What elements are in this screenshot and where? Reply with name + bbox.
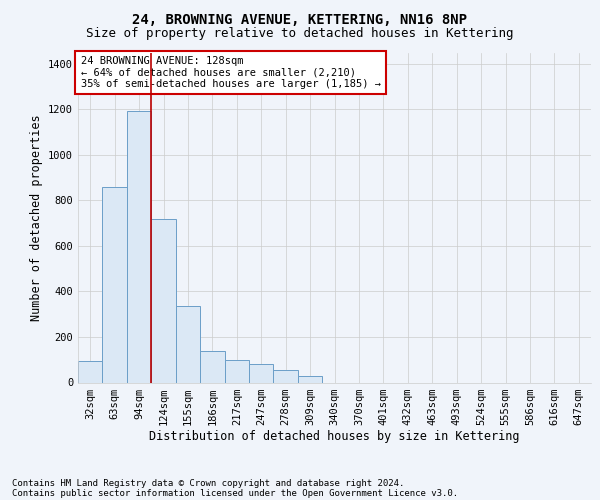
Bar — [274, 370, 298, 382]
Text: 24 BROWNING AVENUE: 128sqm
← 64% of detached houses are smaller (2,210)
35% of s: 24 BROWNING AVENUE: 128sqm ← 64% of deta… — [80, 56, 380, 89]
Bar — [176, 306, 200, 382]
Bar — [78, 361, 103, 382]
Text: Size of property relative to detached houses in Kettering: Size of property relative to detached ho… — [86, 28, 514, 40]
Bar — [103, 187, 127, 382]
Bar — [298, 376, 322, 382]
X-axis label: Distribution of detached houses by size in Kettering: Distribution of detached houses by size … — [149, 430, 520, 444]
Bar — [200, 350, 224, 382]
Text: Contains public sector information licensed under the Open Government Licence v3: Contains public sector information licen… — [12, 488, 458, 498]
Bar — [224, 360, 249, 382]
Bar — [151, 218, 176, 382]
Text: Contains HM Land Registry data © Crown copyright and database right 2024.: Contains HM Land Registry data © Crown c… — [12, 478, 404, 488]
Bar — [249, 364, 274, 382]
Text: 24, BROWNING AVENUE, KETTERING, NN16 8NP: 24, BROWNING AVENUE, KETTERING, NN16 8NP — [133, 12, 467, 26]
Y-axis label: Number of detached properties: Number of detached properties — [29, 114, 43, 321]
Bar — [127, 110, 151, 382]
